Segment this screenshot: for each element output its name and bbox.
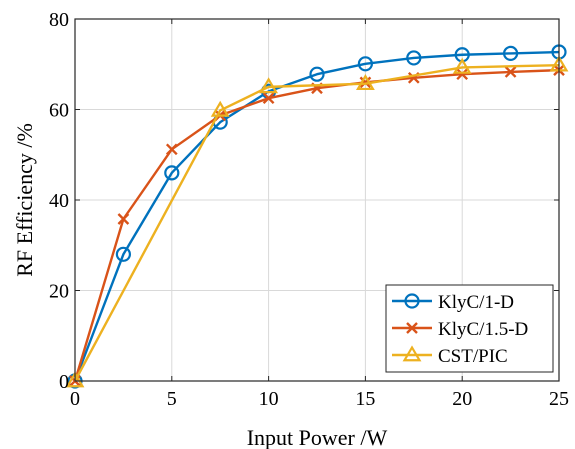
data-point <box>210 100 230 117</box>
legend-marker <box>402 345 422 362</box>
legend-marker <box>404 293 420 309</box>
data-point <box>309 66 325 82</box>
legend-item: KlyC/1.5-D <box>392 319 528 340</box>
legend-label: KlyC/1.5-D <box>438 319 528 340</box>
y-tick-label: 0 <box>59 371 69 393</box>
y-tick-label: 40 <box>49 190 69 212</box>
legend-label: CST/PIC <box>438 346 508 367</box>
series-x <box>69 64 565 387</box>
series-line <box>73 50 560 382</box>
legend-label: KlyC/1-D <box>438 292 514 313</box>
data-point <box>259 77 279 94</box>
x-tick-label: 15 <box>355 388 375 410</box>
legend: KlyC/1-D KlyC/1.5-D CST/PIC <box>385 284 554 373</box>
x-tick-label: 5 <box>167 388 177 410</box>
data-point <box>117 213 130 225</box>
y-tick-label: 20 <box>49 281 69 303</box>
data-point <box>504 66 517 78</box>
y-axis-label: RF Efficiency /% <box>12 123 37 277</box>
data-point <box>355 74 375 91</box>
data-point <box>359 76 372 89</box>
legend-marker <box>406 322 418 334</box>
series-line <box>73 63 560 382</box>
data-point <box>165 143 178 156</box>
data-point <box>115 246 132 262</box>
legend-item: KlyC/1-D <box>392 292 514 313</box>
legend-item: CST/PIC <box>392 345 508 367</box>
data-point <box>357 56 373 72</box>
x-tick-label: 0 <box>70 388 80 410</box>
data-point <box>456 68 469 81</box>
y-tick-label: 60 <box>49 100 69 122</box>
series-circle <box>67 44 567 389</box>
x-tick-label: 25 <box>549 388 569 410</box>
data-point <box>406 50 422 66</box>
data-point <box>452 57 472 74</box>
x-tick-label: 10 <box>259 388 279 410</box>
x-tick-label: 20 <box>452 388 472 410</box>
data-point <box>164 165 180 181</box>
axes: 0 5 10 15 20 25 0 20 40 60 80 <box>49 9 569 410</box>
data-point <box>262 92 275 105</box>
data-point <box>65 371 85 388</box>
x-axis-label: Input Power /W <box>247 425 388 449</box>
data-point <box>503 45 519 61</box>
series-layer <box>65 44 569 389</box>
y-tick-label: 80 <box>49 9 69 31</box>
